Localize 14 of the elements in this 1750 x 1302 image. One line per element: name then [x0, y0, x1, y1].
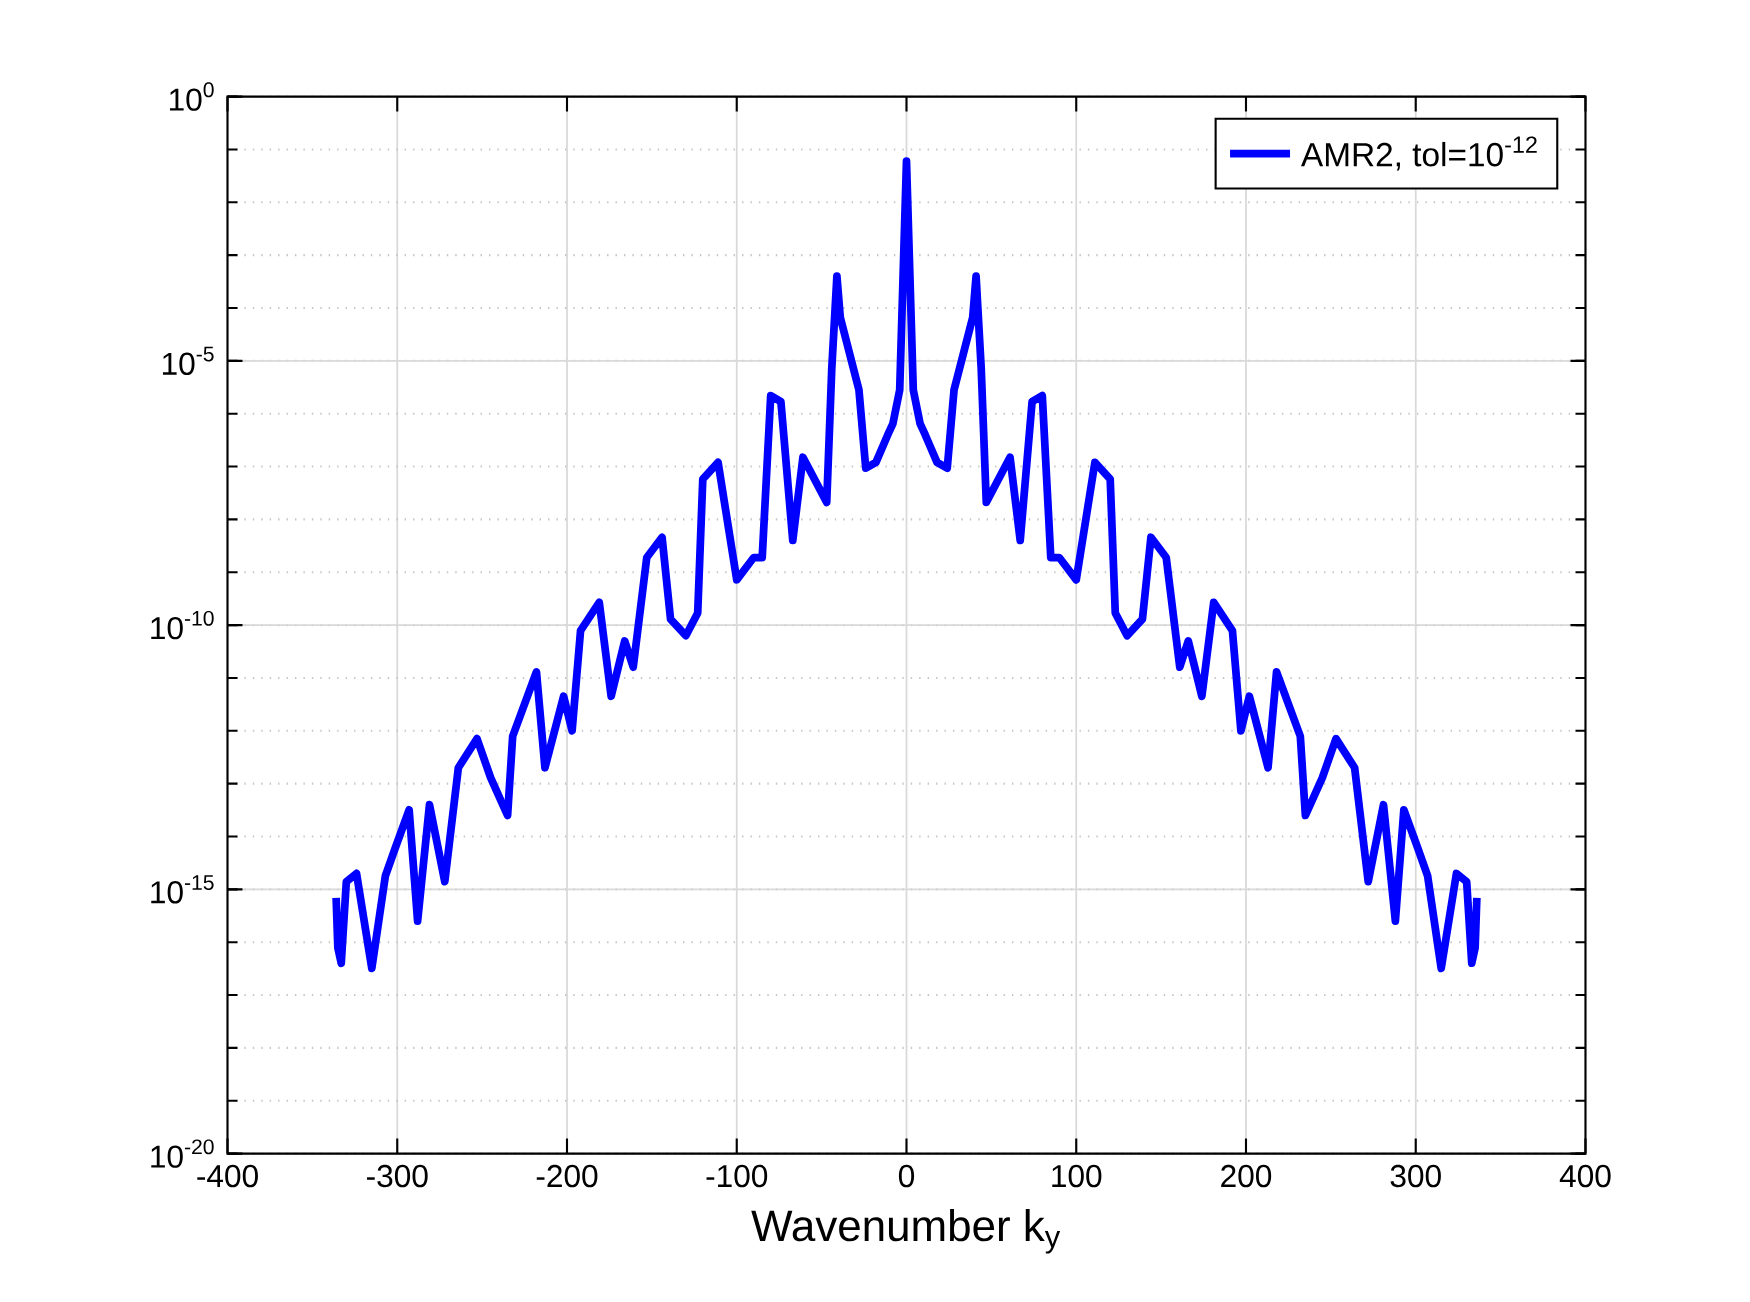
x-tick-label: 0 [898, 1164, 915, 1188]
x-tick-label: 300 [1390, 1164, 1441, 1188]
x-axis-title: Wavenumber k$_{y}$ [751, 1209, 1061, 1254]
x-tick-label: 400 [1559, 1164, 1611, 1188]
y-tick-label: 10$^{-15}$ [151, 875, 214, 904]
y-tick-label: 10$^{0}$ [170, 82, 214, 111]
x-tick-label: 200 [1221, 1164, 1272, 1188]
y-tick-label: 10$^{-10}$ [151, 610, 214, 640]
x-tick-label: -200 [536, 1164, 598, 1188]
y-tick-label: 10$^{-5}$ [162, 346, 214, 375]
x-tick-label: 100 [1052, 1164, 1102, 1188]
legend-label: AMR2, tol=10$^{-12}$ [1300, 136, 1537, 171]
x-tick-label: -300 [367, 1164, 428, 1188]
x-tick-label: -100 [706, 1164, 768, 1188]
